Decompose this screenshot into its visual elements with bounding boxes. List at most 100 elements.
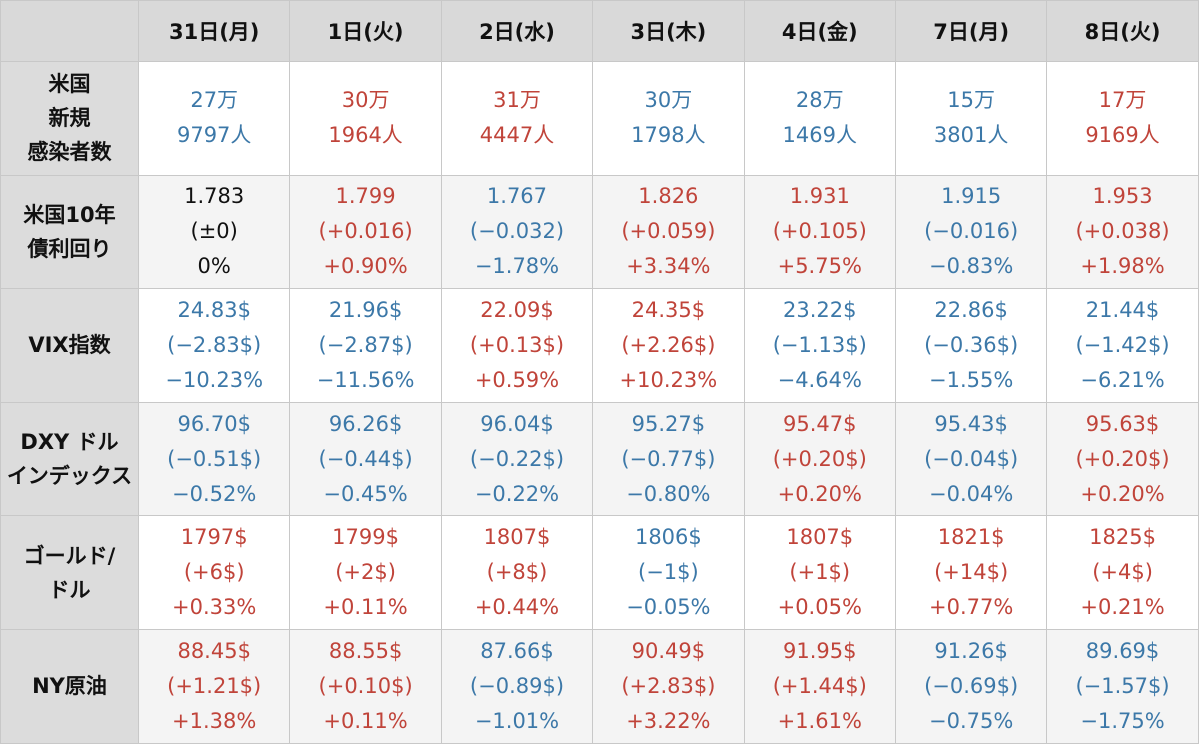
value-change: (+1.21$) xyxy=(167,673,262,698)
value-cell: 30万 1964人 xyxy=(289,61,442,176)
row-label-cell: 米国10年 債利回り xyxy=(0,174,139,290)
value-change: (+14$) xyxy=(934,560,1009,585)
value-sub: +0.33% xyxy=(172,595,257,620)
value-sub: −1.55% xyxy=(928,367,1014,392)
value-sub: +1.98% xyxy=(1080,254,1165,279)
value-change: (+6$) xyxy=(183,560,245,585)
value-cell: 1.767 (−0.032) −1.78% xyxy=(440,174,594,290)
value-cell: 95.47$ (+0.20$) +0.20% xyxy=(743,401,896,517)
value-main: 15万 xyxy=(947,88,996,113)
value-cell: 91.26$ (−0.69$) −0.75% xyxy=(894,628,1048,744)
header-date-cell: 31日(月) xyxy=(137,0,291,62)
header-date-cell: 8日(火) xyxy=(1046,0,1199,62)
value-main: 91.26$ xyxy=(934,638,1008,663)
value-main: 23.22$ xyxy=(783,297,857,322)
value-main: 91.95$ xyxy=(783,638,857,663)
value-sub: +0.21% xyxy=(1080,595,1165,620)
value-sub: −1.01% xyxy=(474,708,560,733)
value-cell: 89.69$ (−1.57$) −1.75% xyxy=(1046,628,1199,744)
value-cell: 95.27$ (−0.77$) −0.80% xyxy=(592,401,745,517)
value-sub: −0.52% xyxy=(172,481,257,506)
value-change: (+1.44$) xyxy=(772,673,867,698)
value-main: 1807$ xyxy=(786,525,854,550)
value-cell: 1807$ (+8$) +0.44% xyxy=(440,515,594,630)
value-main: 22.86$ xyxy=(934,297,1008,322)
value-main: 22.09$ xyxy=(480,297,554,322)
value-cell: 28万 1469人 xyxy=(743,61,896,176)
value-cell: 1.799 (+0.016) +0.90% xyxy=(289,174,442,290)
value-sub: +5.75% xyxy=(777,254,862,279)
value-cell: 1.915 (−0.016) −0.83% xyxy=(894,174,1048,290)
value-main: 90.49$ xyxy=(631,638,706,663)
value-cell: 24.35$ (+2.26$) +10.23% xyxy=(592,288,745,403)
value-cell: 1806$ (−1$) −0.05% xyxy=(592,515,745,630)
value-main: 30万 xyxy=(644,88,693,113)
value-main: 88.55$ xyxy=(328,638,403,663)
value-main: 1.799 xyxy=(335,184,396,209)
value-cell: 1.953 (+0.038) +1.98% xyxy=(1046,174,1199,290)
table-row: DXY ドル インデックス 96.70$ (−0.51$) −0.52% 96.26$ (−… xyxy=(0,401,1199,517)
value-cell: 95.43$ (−0.04$) −0.04% xyxy=(894,401,1048,517)
table-row: ゴールド/ドル 1797$ (+6$) +0.33% 1799$ (+2$) +0.11% 1… xyxy=(0,515,1199,630)
value-change: (−2.83$) xyxy=(167,332,262,357)
row-label-cell: DXY ドル インデックス xyxy=(0,401,139,517)
value-sub: +1.61% xyxy=(777,708,862,733)
table-row: NY原油 88.45$ (+1.21$) +1.38% 88.55$ (+0.10$) +0… xyxy=(0,628,1199,744)
value-main: 1799$ xyxy=(332,525,399,550)
value-sub: −0.22% xyxy=(474,481,560,506)
value-main: 96.26$ xyxy=(328,411,403,436)
row-label-line: 債利回り xyxy=(27,236,112,261)
value-change: (+0.10$) xyxy=(318,673,413,698)
value-change: (+0.016) xyxy=(318,219,413,244)
value-sub: −0.80% xyxy=(626,481,711,506)
value-change: (−1$) xyxy=(638,560,699,585)
value-main: 24.83$ xyxy=(177,297,251,322)
value-main: 1.826 xyxy=(638,184,699,209)
value-cell: 1.783 (±0) 0% xyxy=(137,174,291,290)
value-main: 27万 xyxy=(190,88,239,113)
value-change: (−1.42$) xyxy=(1075,332,1170,357)
value-cell: 22.09$ (+0.13$) +0.59% xyxy=(440,288,594,403)
value-sub: +0.20% xyxy=(777,481,862,506)
value-cell: 24.83$ (−2.83$) −10.23% xyxy=(137,288,291,403)
value-cell: 96.26$ (−0.44$) −0.45% xyxy=(289,401,442,517)
value-sub: +0.77% xyxy=(928,595,1014,620)
value-change: (−0.36$) xyxy=(924,332,1019,357)
value-sub: +0.05% xyxy=(777,595,862,620)
value-change: (±0) xyxy=(190,219,238,244)
value-change: (−1.57$) xyxy=(1075,673,1170,698)
value-main: 1.915 xyxy=(941,184,1002,209)
header-date-cell: 3日(木) xyxy=(592,0,745,62)
value-main: 1797$ xyxy=(180,525,248,550)
header-corner-cell xyxy=(0,0,139,62)
value-sub: −0.04% xyxy=(928,481,1014,506)
row-label-line: 感染者数 xyxy=(27,140,112,165)
value-change: (−0.77$) xyxy=(621,446,716,471)
value-cell: 1807$ (+1$) +0.05% xyxy=(743,515,896,630)
value-change: (+0.13$) xyxy=(469,332,565,357)
value-main: 95.27$ xyxy=(631,411,706,436)
value-sub: −0.83% xyxy=(928,254,1014,279)
value-main: 31万 xyxy=(493,88,541,113)
value-sub: −10.23% xyxy=(165,367,264,392)
value-main: 95.63$ xyxy=(1085,411,1160,436)
value-change: (+2.83$) xyxy=(621,673,716,698)
value-main: 17万 xyxy=(1098,88,1147,113)
table-row: 米国 新規 感染者数 27万 9797人 30万 1964人 31万 4447人 30万 1798人… xyxy=(0,61,1199,176)
value-main: 96.70$ xyxy=(177,411,251,436)
value-main: 1821$ xyxy=(937,525,1005,550)
value-change: (−0.22$) xyxy=(469,446,565,471)
table-row: VIX指数 24.83$ (−2.83$) −10.23% 21.96$ (−2.87$)… xyxy=(0,288,1199,403)
value-cell: 15万 3801人 xyxy=(894,61,1048,176)
value-change: (+4$) xyxy=(1092,560,1153,585)
value-sub: 9797人 xyxy=(176,123,252,148)
value-sub: −4.64% xyxy=(777,367,862,392)
value-sub: −1.75% xyxy=(1080,708,1165,733)
value-cell: 1797$ (+6$) +0.33% xyxy=(137,515,291,630)
row-label-line: 米国 xyxy=(48,72,91,97)
value-main: 1806$ xyxy=(634,525,702,550)
value-sub: 1798人 xyxy=(631,123,706,148)
value-cell: 1799$ (+2$) +0.11% xyxy=(289,515,442,630)
value-main: 24.35$ xyxy=(631,297,706,322)
value-cell: 91.95$ (+1.44$) +1.61% xyxy=(743,628,896,744)
